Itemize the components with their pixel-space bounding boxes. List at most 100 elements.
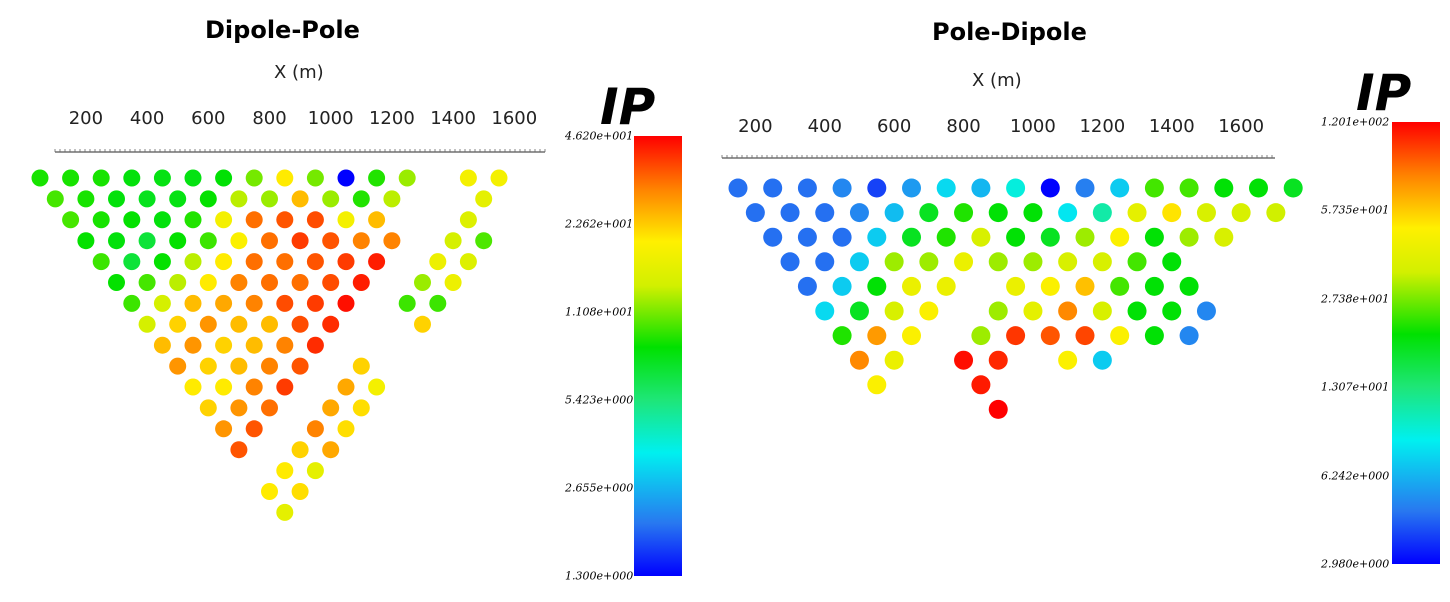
data-point xyxy=(306,462,324,480)
data-point xyxy=(1127,203,1147,223)
data-point xyxy=(77,190,95,208)
data-point xyxy=(215,253,233,271)
data-point xyxy=(763,178,783,198)
data-point xyxy=(138,232,156,250)
data-point xyxy=(867,276,887,296)
data-point xyxy=(1144,326,1164,346)
data-point xyxy=(884,350,904,370)
x-tick-label: 600 xyxy=(191,108,226,129)
data-point xyxy=(815,252,835,272)
data-point xyxy=(867,375,887,395)
data-point xyxy=(306,169,324,187)
data-point xyxy=(1075,227,1095,247)
data-point xyxy=(884,301,904,321)
data-point xyxy=(1214,178,1234,198)
colorbar-tick-label: 2.655e+000 xyxy=(565,481,634,495)
data-point xyxy=(92,169,110,187)
data-point xyxy=(306,211,324,229)
data-point xyxy=(398,169,416,187)
data-point xyxy=(1127,252,1147,272)
data-point xyxy=(153,169,171,187)
data-point xyxy=(123,294,141,312)
colorbar-tick-label: 4.620e+001 xyxy=(565,129,634,143)
data-point xyxy=(902,326,921,346)
data-point xyxy=(780,203,800,223)
data-point xyxy=(919,301,939,321)
data-point xyxy=(77,232,95,250)
data-point xyxy=(184,253,202,271)
data-point xyxy=(230,315,248,333)
data-point xyxy=(62,211,80,229)
data-point xyxy=(1110,178,1130,198)
data-point xyxy=(138,274,156,291)
data-point xyxy=(261,357,278,375)
data-point xyxy=(352,190,370,208)
data-point xyxy=(936,227,956,247)
data-point xyxy=(153,336,171,354)
data-point xyxy=(815,203,835,223)
data-point xyxy=(245,420,263,438)
data-point xyxy=(444,274,462,291)
data-point xyxy=(459,211,477,229)
data-point xyxy=(245,378,263,396)
data-point xyxy=(832,227,852,247)
data-point xyxy=(337,169,355,187)
data-point xyxy=(1058,252,1078,272)
x-tick-label: 1000 xyxy=(307,108,354,129)
data-point xyxy=(138,190,156,208)
x-tick-label: 200 xyxy=(738,116,773,137)
data-point xyxy=(1006,276,1026,296)
data-point xyxy=(1023,252,1043,272)
data-point xyxy=(902,276,921,296)
data-point xyxy=(245,253,263,271)
data-point xyxy=(153,294,171,312)
data-point xyxy=(322,315,340,333)
data-point xyxy=(291,357,309,375)
colorbar-tick-label: 1.307e+001 xyxy=(1321,380,1390,394)
data-point xyxy=(276,378,294,396)
data-point xyxy=(199,399,217,417)
data-point xyxy=(988,399,1008,419)
data-point xyxy=(306,294,324,312)
data-point xyxy=(322,274,340,291)
data-point xyxy=(902,178,921,198)
data-point xyxy=(867,178,887,198)
data-point xyxy=(62,169,80,187)
data-point xyxy=(92,253,110,271)
data-point xyxy=(1214,227,1234,247)
data-point xyxy=(1179,276,1199,296)
data-point xyxy=(276,253,294,271)
data-point xyxy=(199,315,217,333)
data-point xyxy=(988,350,1008,370)
data-point xyxy=(1075,276,1095,296)
data-point xyxy=(199,274,217,291)
data-point xyxy=(414,315,431,333)
data-point xyxy=(1162,301,1182,321)
data-point xyxy=(1006,178,1026,198)
data-point xyxy=(215,211,233,229)
data-point xyxy=(322,399,340,417)
left-x-axis-label: X (m) xyxy=(274,62,324,83)
right-colorbar-title: IP xyxy=(1356,64,1412,122)
data-point xyxy=(780,252,800,272)
data-point xyxy=(954,350,974,370)
data-point xyxy=(971,227,991,247)
x-tick-label: 1600 xyxy=(1218,116,1265,137)
data-point xyxy=(728,178,748,198)
data-point xyxy=(322,441,340,459)
data-point xyxy=(383,232,401,250)
right-chart-title: Pole-Dipole xyxy=(932,18,1087,46)
data-point xyxy=(429,294,447,312)
data-point xyxy=(1092,203,1112,223)
data-point xyxy=(954,203,974,223)
x-tick-label: 400 xyxy=(129,108,165,129)
data-point xyxy=(1144,227,1164,247)
colorbar-tick-label: 5.735e+001 xyxy=(1321,203,1390,217)
data-point xyxy=(414,274,431,291)
data-point xyxy=(1006,227,1026,247)
data-point xyxy=(1075,178,1095,198)
data-point xyxy=(276,336,294,354)
data-point xyxy=(832,178,852,198)
data-point xyxy=(123,169,141,187)
